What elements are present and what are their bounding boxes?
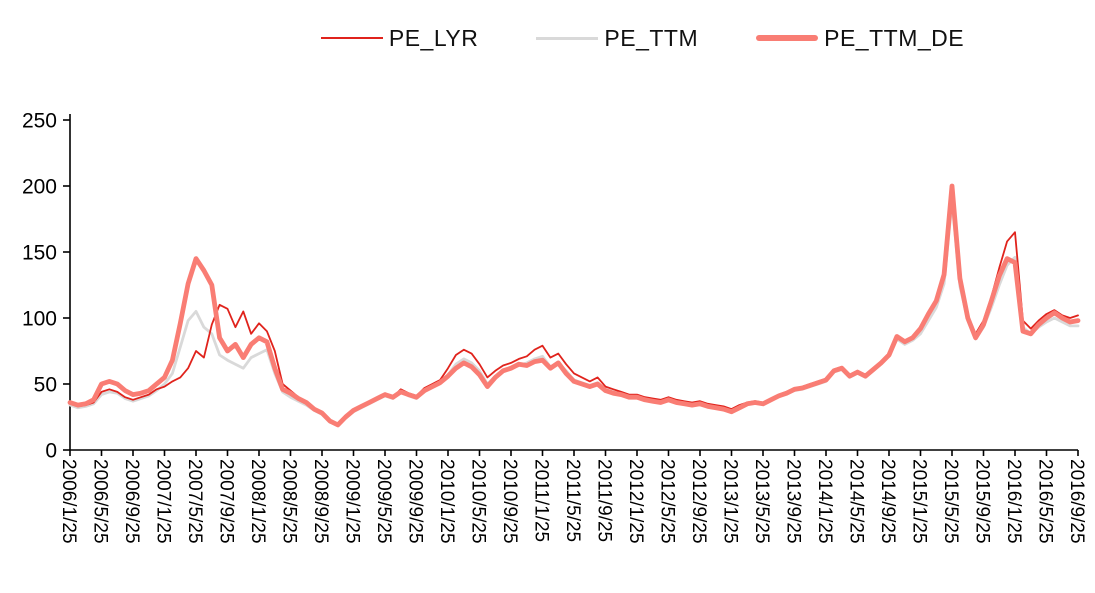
pe-lyr-line-swatch	[320, 37, 383, 39]
x-tick-label: 2015/5/25	[940, 459, 961, 544]
x-tick-label: 2015/9/25	[972, 459, 993, 544]
x-tick-label: 2008/9/25	[310, 459, 331, 544]
pe-line-chart: 0 50 100 150 200 250 2006/1/25 2006/5/25 2006/9/…	[0, 60, 1095, 588]
legend: PE_LYR PE_TTM PE_TTM_DE	[95, 0, 1095, 60]
x-tick-label: 2011/1/25	[531, 459, 552, 542]
x-tick-label: 2012/9/25	[688, 459, 709, 544]
x-tick-label: 2010/1/25	[436, 459, 457, 544]
x-tick-label: 2007/5/25	[184, 459, 205, 544]
x-tick-label: 2013/1/25	[720, 459, 741, 544]
legend-label-pe-ttm-de: PE_TTM_DE	[824, 24, 965, 51]
legend-label-pe-ttm: PE_TTM	[604, 24, 699, 51]
y-tick-label: 200	[22, 176, 57, 199]
x-tick-label: 2012/5/25	[657, 459, 678, 544]
y-tick-label: 100	[22, 308, 57, 331]
series-line-PE_TTM_DE	[67, 183, 1081, 428]
x-tick-label: 2011/5/25	[562, 459, 583, 542]
x-tick-label: 2014/9/25	[877, 459, 898, 544]
x-tick-label: 2009/5/25	[373, 459, 394, 544]
legend-item-pe-ttm: PE_TTM	[536, 25, 698, 52]
y-tick-label: 150	[22, 242, 57, 265]
x-tick-label: 2008/1/25	[247, 459, 268, 544]
pe-ttm-line-swatch	[536, 36, 599, 40]
chart-canvas: 0 50 100 150 200 250 2006/1/25 2006/5/25 2006/9/…	[22, 110, 1087, 544]
x-tick-label: 2015/1/25	[909, 459, 930, 544]
y-tick-label: 50	[34, 374, 57, 397]
series-line-PE_LYR	[69, 189, 1079, 425]
legend-item-pe-lyr: PE_LYR	[320, 24, 479, 52]
x-tick-label: 2012/1/25	[625, 459, 646, 544]
x-tick-label: 2016/1/25	[1003, 459, 1024, 544]
x-tick-label: 2010/5/25	[468, 459, 489, 544]
x-tick-label: 2014/5/25	[846, 459, 867, 544]
x-tick-label: 2009/1/25	[342, 459, 363, 544]
legend-item-pe-ttm-de: PE_TTM_DE	[756, 25, 964, 52]
pe-ttm-de-line-swatch	[756, 35, 819, 41]
y-tick-label: 250	[22, 110, 57, 133]
legend-label-pe-lyr: PE_LYR	[388, 24, 479, 51]
x-tick-label: 2006/5/25	[90, 459, 111, 544]
x-tick-label: 2016/5/25	[1035, 459, 1056, 544]
x-tick-label: 2007/9/25	[216, 459, 237, 544]
y-tick-label: 0	[45, 440, 57, 463]
x-tick-label: 2016/9/25	[1066, 459, 1087, 544]
x-tick-label: 2011/9/25	[594, 459, 615, 542]
x-tick-label: 2013/5/25	[751, 459, 772, 544]
x-tick-label: 2009/9/25	[405, 459, 426, 544]
x-tick-label: 2014/1/25	[814, 459, 835, 544]
x-tick-label: 2006/9/25	[121, 459, 142, 544]
x-tick-label: 2007/1/25	[153, 459, 174, 544]
x-tick-label: 2006/1/25	[58, 459, 79, 544]
x-tick-label: 2008/5/25	[279, 459, 300, 544]
x-tick-label: 2010/9/25	[499, 459, 520, 544]
x-tick-label: 2013/9/25	[783, 459, 804, 544]
